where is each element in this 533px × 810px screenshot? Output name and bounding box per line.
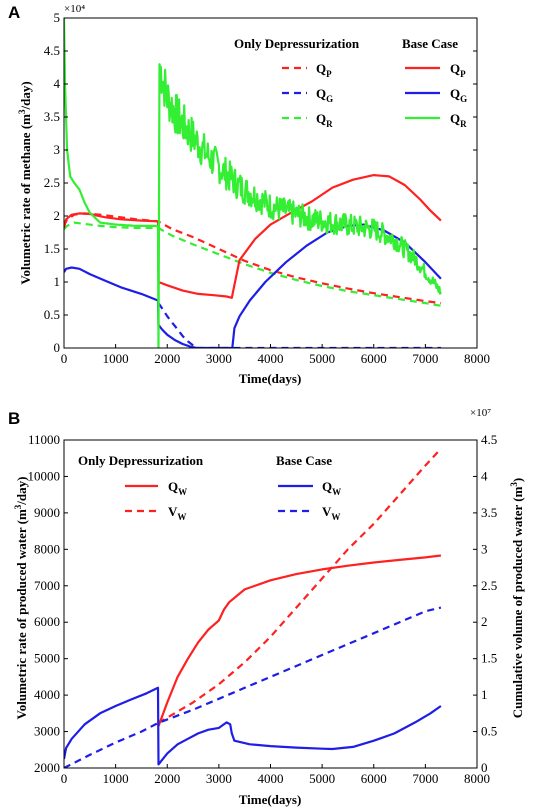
x-tick-label: 3000 <box>206 351 232 366</box>
x-tick-label: 5000 <box>309 351 335 366</box>
panel-b-plot-area <box>64 447 442 768</box>
y2-tick-label: 2 <box>481 614 488 629</box>
panel-b-ticks: 0 1000 2000 3000 4000 5000 6000 7000 80002000300… <box>28 432 498 786</box>
legend-label-v-w: VW <box>168 504 186 522</box>
panel-b-legend: Only Depressurization Base Case QW VW QW VW <box>78 453 341 522</box>
x-tick-label: 4000 <box>258 771 284 786</box>
panel-a-x-axis-label: Time(days) <box>239 371 302 386</box>
panel-a-ticks: 0 1000 2000 3000 4000 5000 6000 7000 8000 0 0.5 1 1.… <box>44 10 490 366</box>
x-tick-label: 7000 <box>412 351 438 366</box>
panel-a-legend: Only Depressurization Base Case QP QG QR QP… <box>234 36 467 129</box>
panel-a-legend-group-base-case: Base Case <box>402 36 458 51</box>
y-tick-label: 0.5 <box>44 307 60 322</box>
legend-label-q-w: QW <box>322 479 341 497</box>
legend-label-v-w: VW <box>322 504 340 522</box>
series-line-q-p-dashed <box>64 212 442 305</box>
series-line-q-w-solid <box>157 554 442 727</box>
panel-b-legend-group-base-case: Base Case <box>276 453 332 468</box>
x-tick-label: 3000 <box>206 771 232 786</box>
x-tick-label: 1000 <box>103 351 129 366</box>
y2-tick-label: 0.5 <box>481 724 497 739</box>
y2-tick-label: 3.5 <box>481 505 497 520</box>
x-tick-label: 0 <box>61 351 68 366</box>
y-tick-label: 2000 <box>34 760 60 775</box>
y-tick-label: 8000 <box>34 541 60 556</box>
y-tick-label: 1.5 <box>44 241 60 256</box>
series-line-v-w-dashed <box>64 606 442 768</box>
series-line-q-w-solid <box>64 686 442 766</box>
panel-a-axes-frame <box>63 17 478 349</box>
panel-b-y2-axis-label: Cumulative volume of produced water (m3) <box>509 478 525 719</box>
y-tick-label: 3000 <box>34 724 60 739</box>
y-tick-label: 3 <box>54 142 61 157</box>
y-tick-label: 4.5 <box>44 43 60 58</box>
panel-a-y-axis-label: Volumetric rate of methane (m3/day) <box>17 81 33 284</box>
y-tick-label: 7000 <box>34 578 60 593</box>
y2-tick-label: 1.5 <box>481 651 497 666</box>
y2-tick-label: 3 <box>481 541 488 556</box>
series-line-q-r-solid <box>64 18 442 348</box>
y2-tick-label: 2.5 <box>481 578 497 593</box>
legend-label-q-p: QP <box>450 61 466 79</box>
panel-a-letter: A <box>8 3 20 22</box>
x-tick-label: 6000 <box>361 351 387 366</box>
legend-label-q-g: QG <box>316 86 333 104</box>
panel-b-legend-group-depressurization: Only Depressurization <box>78 453 204 468</box>
x-tick-label: 1000 <box>103 771 129 786</box>
x-tick-label: 6000 <box>361 771 387 786</box>
y-tick-label: 9000 <box>34 505 60 520</box>
y2-tick-label: 4.5 <box>481 432 497 447</box>
y2-tick-label: 0 <box>481 760 488 775</box>
series-line-q-p-solid <box>64 174 442 299</box>
legend-label-q-w: QW <box>168 479 187 497</box>
legend-label-q-r: QR <box>450 111 467 129</box>
series-line-v-w-dashed <box>157 447 442 724</box>
y-tick-label: 3.5 <box>44 109 60 124</box>
y-tick-label: 5 <box>54 10 61 25</box>
y-tick-label: 1 <box>54 274 61 289</box>
x-tick-label: 5000 <box>309 771 335 786</box>
x-tick-label: 0 <box>61 771 68 786</box>
x-tick-label: 4000 <box>258 351 284 366</box>
y2-tick-label: 1 <box>481 687 488 702</box>
panel-b: B ×10⁷ 0 1000 2000 3000 4000 5000 6000 7000 8000… <box>8 407 525 807</box>
panel-a-legend-group-depressurization: Only Depressurization <box>234 36 360 51</box>
x-tick-label: 7000 <box>412 771 438 786</box>
panel-a-y-exponent: ×10⁴ <box>64 3 85 15</box>
series-line-q-g-dashed <box>157 302 441 348</box>
panel-a: A ×10⁴ 0 1000 2000 3000 4000 5000 6000 7000 8000… <box>8 3 490 386</box>
x-tick-label: 8000 <box>464 351 490 366</box>
legend-label-q-g: QG <box>450 86 467 104</box>
y-tick-label: 4000 <box>34 687 60 702</box>
y-tick-label: 6000 <box>34 614 60 629</box>
y-tick-label: 2.5 <box>44 175 60 190</box>
panel-b-axes-frame <box>63 439 478 769</box>
y-tick-label: 4 <box>54 76 61 91</box>
x-tick-label: 2000 <box>154 771 180 786</box>
legend-label-q-p: QP <box>316 61 332 79</box>
panel-a-plot-area <box>64 18 442 348</box>
legend-label-q-r: QR <box>316 111 333 129</box>
y-tick-label: 2 <box>54 208 61 223</box>
y-tick-label: 5000 <box>34 651 60 666</box>
x-tick-label: 8000 <box>464 771 490 786</box>
y2-tick-label: 4 <box>481 468 488 483</box>
y-tick-label: 0 <box>54 340 61 355</box>
panel-b-y-axis-label: Volumetric rate of produced water (m3/da… <box>13 477 29 720</box>
panel-b-y2-exponent: ×10⁷ <box>470 407 491 419</box>
panel-b-x-axis-label: Time(days) <box>239 792 302 807</box>
panel-b-letter: B <box>8 409 20 428</box>
y-tick-label: 11000 <box>28 432 60 447</box>
series-line-q-r-dashed <box>64 221 442 307</box>
y-tick-label: 10000 <box>28 468 61 483</box>
x-tick-label: 2000 <box>154 351 180 366</box>
